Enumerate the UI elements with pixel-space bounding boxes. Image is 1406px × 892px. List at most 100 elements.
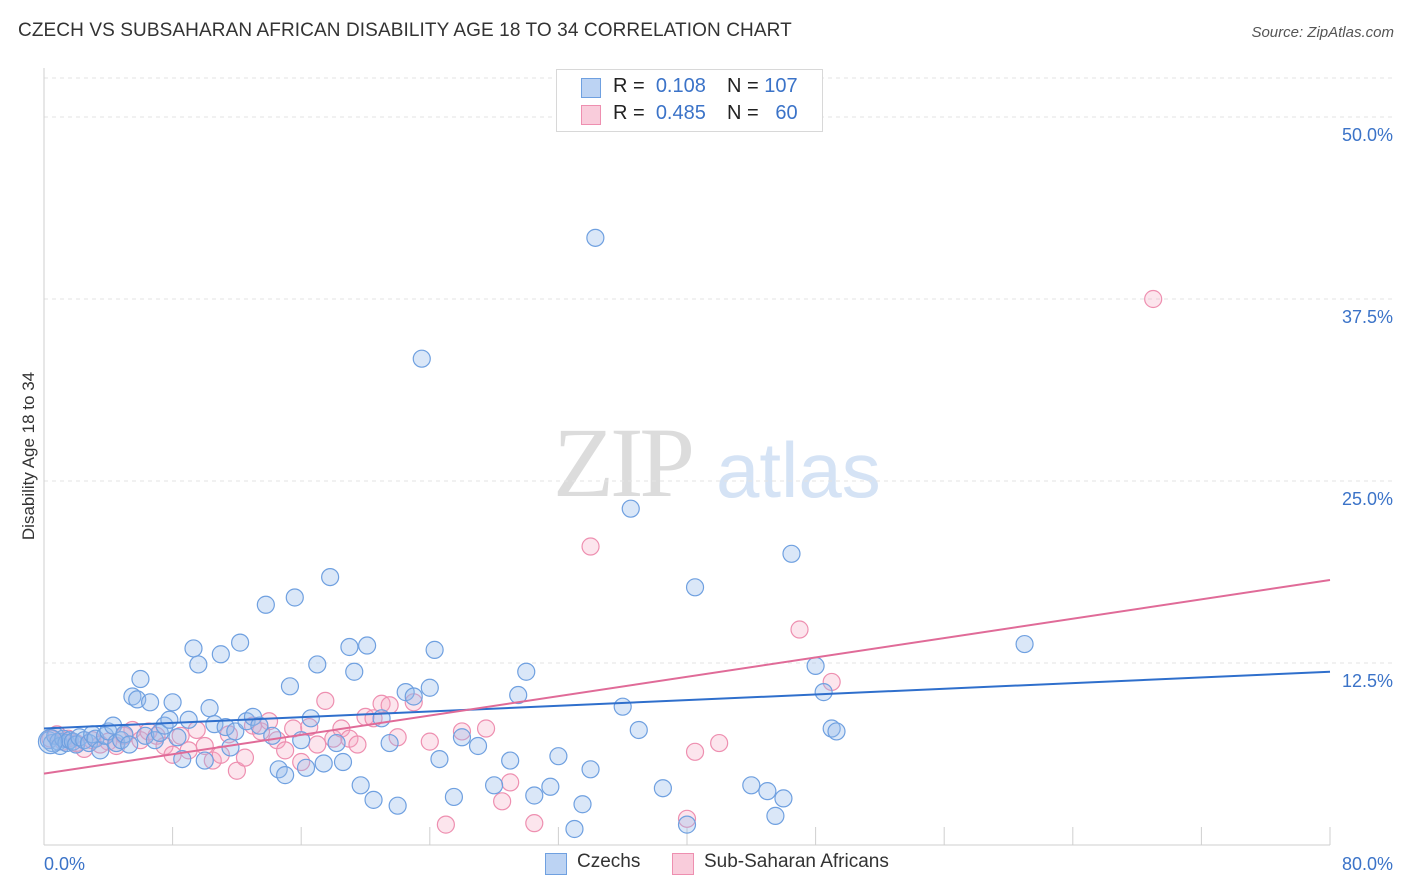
czech-point xyxy=(163,693,182,712)
czech-point xyxy=(173,749,192,769)
subsaharan-point xyxy=(436,815,455,834)
subsaharan-point xyxy=(452,722,472,741)
czech-point xyxy=(91,741,110,760)
czech-point xyxy=(774,789,793,808)
subsaharan-point xyxy=(348,735,367,754)
y-tick-labels: 12.5% 25.0% 37.5% 50.0% xyxy=(1342,125,1393,691)
czech-point xyxy=(806,656,825,676)
czech-point xyxy=(340,637,359,657)
czech-point xyxy=(123,687,142,706)
subsaharan-point xyxy=(308,735,327,754)
legend-r-label: R = xyxy=(613,75,645,97)
subsaharan-point xyxy=(227,761,246,780)
chart-title: CZECH VS SUBSAHARAN AFRICAN DISABILITY A… xyxy=(18,20,792,41)
subsaharan-point xyxy=(677,809,697,828)
czech-point xyxy=(155,716,174,735)
czech-point xyxy=(677,815,697,834)
czech-point xyxy=(420,678,439,697)
czech-point xyxy=(184,639,203,658)
czech-point xyxy=(226,722,245,741)
trend-lines xyxy=(43,579,1331,775)
subsaharan-point xyxy=(710,733,729,753)
czech-point xyxy=(1015,634,1034,654)
grid-lines xyxy=(44,77,1392,664)
czech-point xyxy=(501,751,520,770)
x-tick-label: 80.0% xyxy=(1342,854,1393,874)
czech-point xyxy=(333,752,353,772)
legend-n-label: N = xyxy=(727,75,759,97)
legend-row-czechs: R = 0.108 N = 107 xyxy=(557,74,822,100)
czech-point xyxy=(517,662,536,681)
subsaharan-point xyxy=(316,691,335,710)
czech-point xyxy=(321,567,340,587)
bottom-legend-label-czechs: Czechs xyxy=(577,851,641,872)
czech-point xyxy=(276,766,295,785)
czech-point xyxy=(380,733,399,753)
czech-point xyxy=(136,726,155,745)
czech-point xyxy=(345,662,364,681)
source-label: Source: ZipAtlas.com xyxy=(1251,24,1394,41)
y-tick-label: 12.5% xyxy=(1342,671,1393,691)
legend-swatch-subsaharan xyxy=(581,105,601,125)
czech-point xyxy=(296,758,316,777)
bottom-legend-swatch-subsaharan xyxy=(672,853,694,875)
subsaharan-point xyxy=(525,814,544,833)
czech-point xyxy=(653,779,672,798)
czech-point xyxy=(256,595,275,614)
czech-point xyxy=(581,760,600,779)
legend-swatch-czechs xyxy=(581,78,601,98)
watermark-zip: ZIP xyxy=(553,407,695,518)
czech-point xyxy=(565,819,584,839)
subsaharan-point xyxy=(276,741,295,760)
czech-trend-line xyxy=(43,670,1331,730)
czech-point xyxy=(263,726,282,745)
czech-point xyxy=(444,787,464,807)
y-tick-label: 50.0% xyxy=(1342,125,1393,145)
czech-point xyxy=(621,499,640,518)
subsaharan-point xyxy=(685,742,705,761)
czech-point xyxy=(168,728,187,747)
czech-point xyxy=(430,749,449,769)
x-tick-label: 0.0% xyxy=(44,854,85,874)
axes xyxy=(43,68,1331,846)
czech-point xyxy=(131,669,150,689)
czech-point xyxy=(404,687,423,706)
stats-legend: R = 0.108 N = 107 R = 0.485 N = 60 xyxy=(556,69,823,132)
czech-point xyxy=(250,716,269,735)
legend-r-value: 0.485 xyxy=(655,102,706,124)
czech-point xyxy=(211,645,230,664)
czech-point xyxy=(468,736,488,756)
czech-point xyxy=(140,693,160,712)
x-tick-labels: 0.0% 80.0% xyxy=(44,854,1393,874)
czech-point xyxy=(685,578,705,597)
czech-point xyxy=(358,636,377,655)
czech-point xyxy=(782,544,801,563)
czech-point xyxy=(613,697,632,716)
czech-point xyxy=(412,349,431,368)
czech-point xyxy=(314,754,333,773)
y-tick-label: 37.5% xyxy=(1342,307,1393,327)
czech-point xyxy=(766,806,785,825)
legend-n-value: 60 xyxy=(775,102,798,124)
czech-point xyxy=(37,729,64,755)
czech-point xyxy=(308,655,327,674)
legend-r-label: R = xyxy=(613,102,645,124)
y-axis-label: Disability Age 18 to 34 xyxy=(19,372,38,540)
czech-point xyxy=(301,709,320,728)
czech-point xyxy=(327,733,346,753)
czech-point xyxy=(120,735,139,754)
legend-r-value: 0.108 xyxy=(655,75,706,97)
czech-point xyxy=(629,720,648,740)
legend-n-label: N = xyxy=(727,102,759,124)
subsaharan-trend-line xyxy=(43,579,1331,775)
czech-point xyxy=(216,717,235,737)
subsaharan-point xyxy=(235,748,255,767)
subsaharan-point xyxy=(493,792,512,811)
subsaharan-points xyxy=(41,289,1163,834)
czech-point xyxy=(195,751,214,770)
czech-point xyxy=(758,782,777,801)
czech-point xyxy=(179,710,198,729)
czech-point xyxy=(388,796,407,815)
czech-point xyxy=(425,640,444,659)
